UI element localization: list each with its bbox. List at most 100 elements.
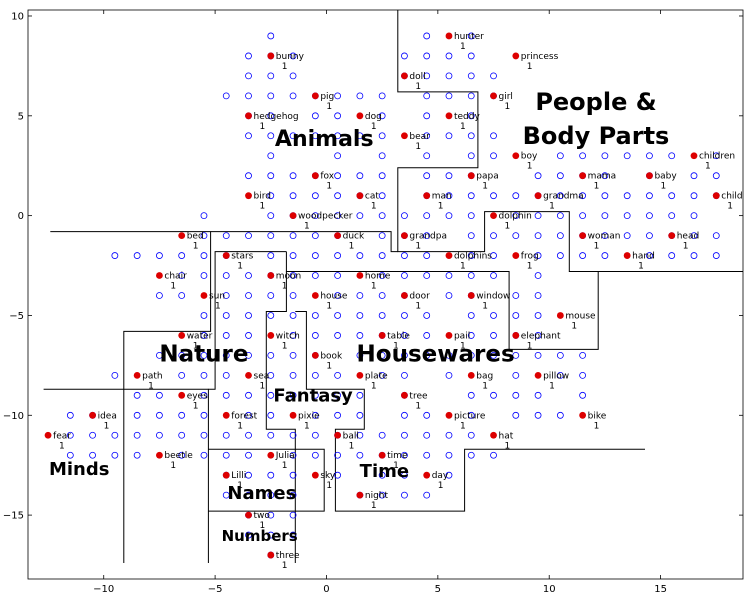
- grid-node: [200, 371, 208, 379]
- region-label-time: Time: [360, 461, 409, 482]
- word-count: 1: [304, 421, 310, 431]
- grid-node: [133, 411, 141, 419]
- region-boundary-6: [295, 311, 645, 512]
- word-count: 1: [415, 242, 421, 252]
- grid-node: [467, 272, 475, 279]
- word-label: table: [387, 331, 410, 341]
- grid-node: [267, 212, 275, 220]
- word-marker: [133, 371, 141, 379]
- grid-node: [556, 351, 564, 359]
- word-count: 1: [349, 242, 355, 252]
- grid-node: [334, 212, 342, 220]
- grid-node: [423, 32, 431, 40]
- grid-node: [289, 272, 297, 279]
- region-label-numbers: Numbers: [222, 527, 298, 545]
- word-marker: [401, 232, 408, 240]
- grid-node: [245, 531, 252, 539]
- word-marker: [556, 312, 564, 319]
- grid-node: [267, 232, 275, 240]
- word-marker: [423, 471, 431, 479]
- grid-node: [579, 152, 587, 160]
- word-count: 1: [282, 341, 288, 351]
- grid-node: [401, 332, 408, 339]
- word-label: picture: [454, 411, 486, 421]
- word-marker: [356, 491, 364, 499]
- word-count: 1: [260, 381, 266, 391]
- grid-node: [556, 192, 564, 200]
- grid-node: [601, 232, 609, 240]
- grid-node: [378, 371, 386, 379]
- word-marker: [178, 332, 186, 339]
- grid-node: [467, 391, 475, 399]
- grid-node: [200, 411, 208, 419]
- grid-node: [668, 252, 676, 259]
- word-label: dolphins: [454, 252, 492, 262]
- word-marker: [356, 112, 364, 120]
- word-count: 1: [549, 381, 555, 391]
- grid-node: [646, 232, 653, 240]
- grid-node: [222, 332, 230, 339]
- word-marker: [156, 272, 163, 279]
- word-label: woodpecker: [298, 212, 353, 222]
- grid-node: [356, 411, 364, 419]
- grid-node: [534, 411, 542, 419]
- grid-node: [289, 232, 297, 240]
- word-count: 1: [505, 222, 511, 232]
- grid-node: [178, 411, 186, 419]
- word-count: 1: [304, 222, 310, 232]
- word-marker: [267, 332, 275, 339]
- word-marker: [534, 371, 542, 379]
- grid-node: [356, 172, 364, 180]
- grid-node: [712, 232, 720, 240]
- grid-node: [534, 212, 542, 220]
- word-marker: [490, 212, 497, 220]
- word-count: 1: [415, 301, 421, 311]
- plot-border: [27, 9, 744, 580]
- word-marker: [467, 371, 475, 379]
- word-count: 1: [571, 321, 577, 331]
- word-marker: [356, 272, 364, 279]
- grid-node: [200, 332, 208, 339]
- grid-node: [245, 411, 252, 419]
- grid-node: [267, 192, 275, 200]
- grid-node: [356, 351, 364, 359]
- grid-node: [490, 192, 497, 200]
- grid-node: [623, 232, 631, 240]
- word-marker: [490, 431, 497, 439]
- grid-node: [289, 351, 297, 359]
- word-label: pillow: [543, 371, 569, 381]
- grid-node: [289, 312, 297, 319]
- word-marker: [512, 152, 520, 160]
- region-labels: Animals People & Body Parts Nature Houseware…: [49, 88, 669, 545]
- word-marker: [222, 411, 230, 419]
- grid-node: [445, 212, 453, 220]
- word-label: elephant: [521, 331, 561, 341]
- word-marker: [267, 272, 275, 279]
- word-count: 1: [549, 202, 555, 212]
- grid-node: [534, 252, 542, 259]
- word-count: 1: [326, 102, 332, 112]
- grid-node: [445, 172, 453, 180]
- region-boundary-5: [265, 271, 296, 563]
- grid-node: [356, 132, 364, 140]
- word-count: 1: [482, 301, 488, 311]
- word-count: 1: [193, 242, 199, 252]
- word-marker: [356, 192, 364, 200]
- grid-node: [601, 192, 609, 200]
